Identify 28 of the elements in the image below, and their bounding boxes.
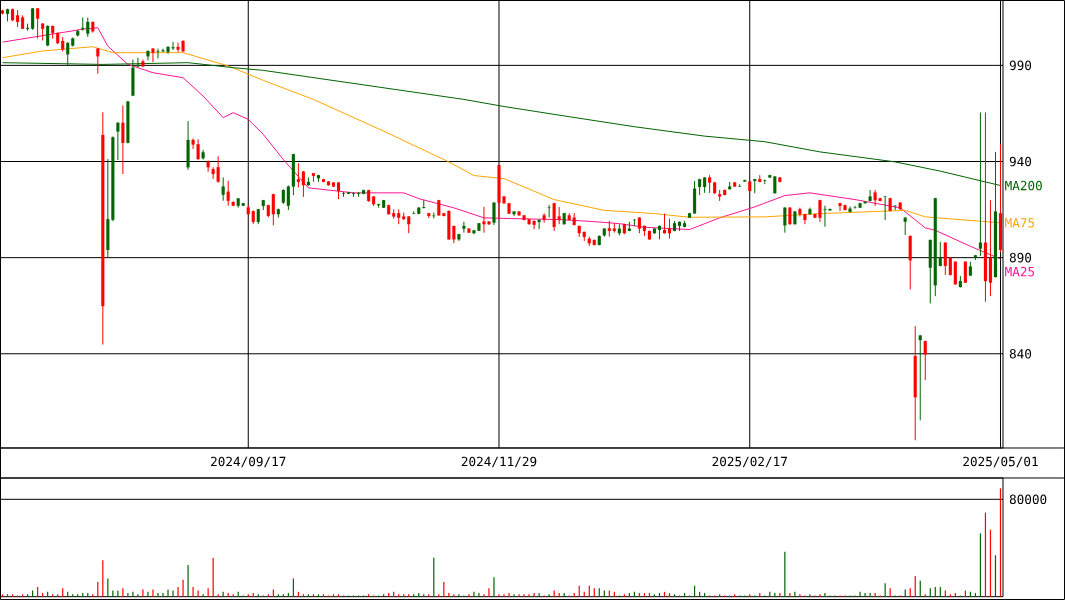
x-tick-label: 2024/09/17 [211, 456, 286, 468]
candlestick [226, 180, 230, 207]
y-tick-label: 940 [1009, 156, 1032, 167]
x-tick-label: 2025/05/01 [963, 456, 1038, 468]
candlestick [96, 47, 100, 75]
series-label: MA200 [1005, 180, 1042, 191]
y-tick-label: 990 [1009, 60, 1032, 71]
series-label: MA25 [1005, 266, 1035, 277]
candlestick [547, 204, 551, 218]
y-tick-label: 80000 [1009, 494, 1047, 505]
x-tick-label: 2024/11/29 [461, 456, 537, 468]
candlestick [783, 206, 787, 234]
candlestick [116, 121, 120, 161]
candlestick [36, 7, 40, 39]
candlestick [918, 334, 922, 421]
candlestick [151, 47, 155, 63]
candlestick [121, 105, 125, 175]
candlestick [462, 221, 466, 234]
y-tick-label: 890 [1009, 252, 1032, 263]
candlestick [883, 195, 887, 221]
candlestick [221, 176, 225, 202]
line-series [2, 27, 1001, 260]
candlestick [923, 340, 927, 381]
series-label: MA75 [1005, 218, 1035, 228]
candlestick [492, 201, 496, 226]
y-tick-label: 840 [1009, 348, 1032, 359]
candlestick [537, 219, 541, 230]
x-tick-label: 2025/02/17 [712, 456, 787, 468]
